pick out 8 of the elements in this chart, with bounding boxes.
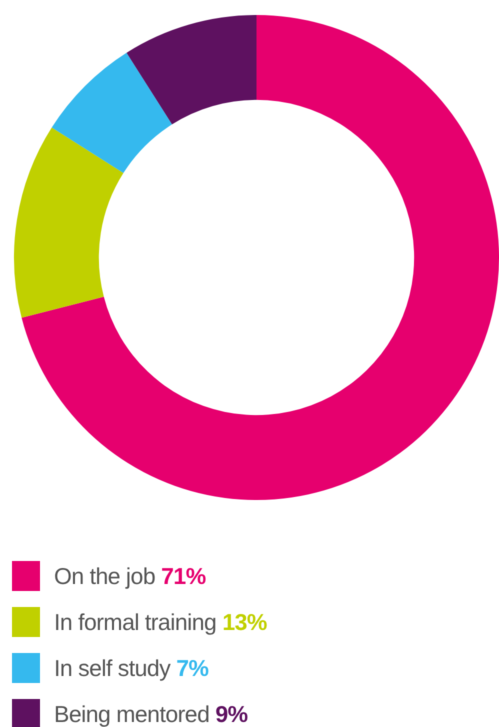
- data-label: 9%: [215, 700, 248, 727]
- legend-label: On the job: [54, 562, 156, 590]
- data-label: 7%: [176, 654, 208, 682]
- legend-label: Being mentored: [54, 700, 210, 727]
- data-label: 71%: [161, 562, 206, 590]
- legend-label: In formal training: [54, 608, 216, 636]
- legend-label: In self study: [54, 654, 170, 682]
- data-label: 13%: [222, 608, 267, 636]
